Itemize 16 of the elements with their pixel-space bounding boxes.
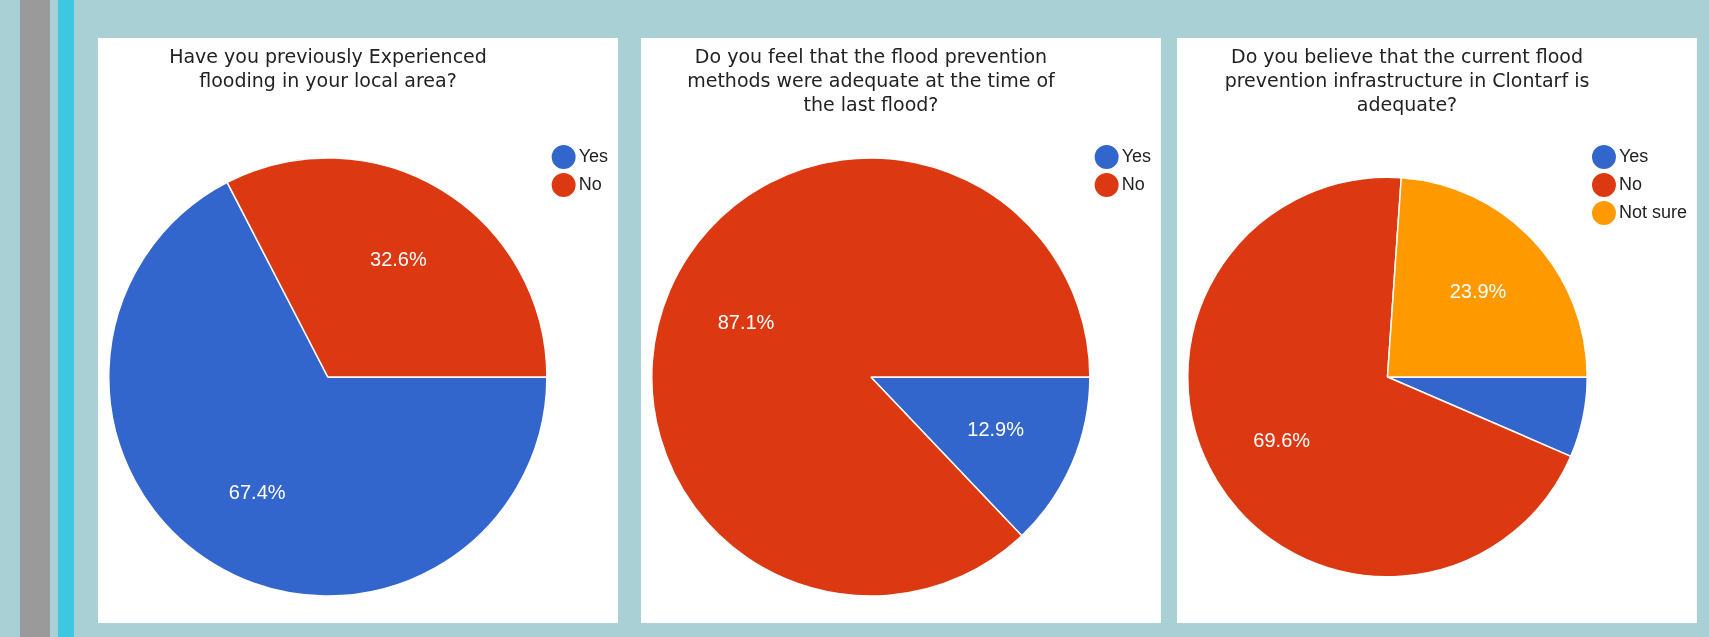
legend-label: No <box>578 173 602 194</box>
legend-label: Not sure <box>1618 201 1687 222</box>
legend-label: No <box>1618 173 1642 194</box>
data-label: 87.1% <box>717 310 775 333</box>
chart-title: Do you believe that the current flood prevention infrastructure in Clontarf is adequate? <box>1223 44 1591 116</box>
data-label: 67.4% <box>228 480 286 503</box>
legend-label: Yes <box>1121 145 1152 166</box>
legend-label: No <box>1121 173 1145 194</box>
data-label: 32.6% <box>370 248 427 271</box>
chart-title: Do you feel that the flood prevention methods were adequate at the time of the last flood? <box>686 44 1056 116</box>
data-label: 12.9% <box>967 418 1025 441</box>
chart-title: Have you previously Experienced flooding in your local area? <box>168 44 488 92</box>
data-label: 23.9% <box>1449 280 1507 303</box>
legend-label: Yes <box>1618 145 1649 166</box>
legend-label: Yes <box>578 145 609 166</box>
data-label: 69.6% <box>1253 428 1311 451</box>
